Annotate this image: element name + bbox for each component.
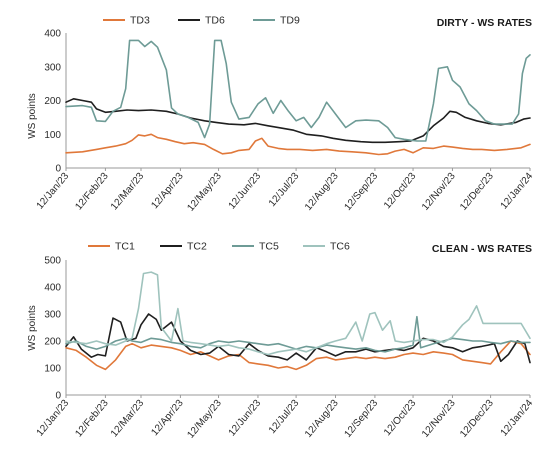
x-tick-label: 12/Oct/23 [382,171,419,212]
y-tick-label: 400 [44,29,61,40]
legend-label: TC1 [115,241,135,253]
x-tick-label: 12/Jul/23 [267,171,302,209]
y-tick-label: 400 [44,283,61,294]
x-tick-label: 12/Jan/24 [499,398,536,439]
series-line-td3 [65,133,531,156]
chart-title: CLEAN - WS RATES [432,243,532,255]
y-tick-label: 0 [55,164,61,175]
x-tick-label: 12/Jun/23 [227,398,264,439]
y-tick-label: 200 [44,337,61,348]
y-tick-label: 300 [44,62,61,73]
x-tick-label: 12/Oct/23 [382,398,419,439]
x-tick-label: 12/Apr/23 [149,398,186,439]
y-tick-label: 100 [44,130,61,141]
x-tick-label: 12/Nov/23 [420,171,458,213]
dirty-ws-rates-chart: DIRTY - WS RATES WS points 0 100 200 300 400… [27,15,536,214]
x-tick-label: 12/Jan/24 [499,171,536,212]
x-tick-label: 12/Jun/23 [227,171,264,212]
axes: 0 100 200 300 400 500 12/Jan/23 12/Feb/2312/Mar… [35,256,536,441]
series-line-td6 [65,98,531,144]
x-tick-label: 12/Jan/23 [35,171,72,212]
y-axis-title: WS points [27,305,38,351]
legend-label: TC2 [187,241,207,253]
series-line-tc6 [65,271,531,356]
series-line-tc1 [65,340,531,371]
x-tick-label: 12/Aug/23 [303,171,341,213]
y-tick-label: 300 [44,310,61,321]
x-tick-label: 12/Apr/23 [149,171,186,212]
y-tick-label: 200 [44,96,61,107]
legend-label: TD3 [130,15,150,27]
x-tick-label: 12/Nov/23 [420,398,458,440]
x-tick-label: 12/Mar/23 [109,398,147,440]
x-tick-label: 12/Jan/23 [35,398,72,439]
legend-label: TD6 [205,15,225,27]
chart-title: DIRTY - WS RATES [437,17,532,29]
legend-label: TC5 [259,241,279,253]
y-axis-title: WS points [27,93,38,139]
y-tick-label: 0 [55,391,61,402]
legend-label: TD9 [280,15,300,27]
series-line-td9 [65,39,531,142]
series-line-tc2 [65,313,531,364]
y-tick-label: 500 [44,256,61,267]
clean-ws-rates-chart: CLEAN - WS RATES WS points 0 100 200 300 400… [27,241,536,441]
y-tick-label: 100 [44,364,61,375]
x-tick-label: 12/Jul/23 [267,398,302,436]
x-tick-label: 12/Mar/23 [109,171,147,213]
x-tick-label: 12/Dec/23 [458,398,496,440]
x-tick-label: 12/Sep/23 [342,171,380,213]
x-tick-label: 12/Sep/23 [342,398,380,440]
x-tick-label: 12/Feb/23 [73,171,111,213]
x-tick-label: 12/May/23 [185,398,224,441]
legend: TD3 TD6 TD9 [103,15,300,27]
x-tick-label: 12/Aug/23 [303,398,341,440]
x-tick-label: 12/Dec/23 [458,171,496,213]
legend-label: TC6 [330,241,350,253]
legend: TC1 TC2 TC5 TC6 [88,241,350,253]
x-tick-label: 12/May/23 [185,171,224,214]
axes: 0 100 200 300 400 12/Jan/23 12/Feb/2312/Mar/23… [35,29,536,214]
x-tick-label: 12/Feb/23 [73,398,111,440]
